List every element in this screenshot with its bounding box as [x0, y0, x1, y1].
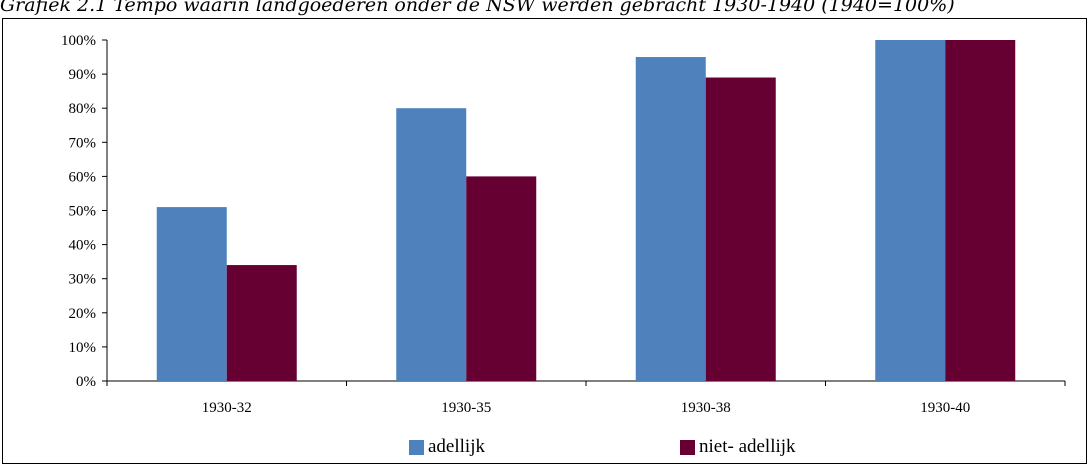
- x-tick-label: 1930-40: [920, 400, 970, 416]
- bar-adellijk-1930-35: [396, 108, 467, 381]
- bar-niet-adellijk-1930-40: [945, 40, 1016, 381]
- legend-swatch: [680, 440, 695, 455]
- legend-label: adellijk: [428, 436, 485, 457]
- legend: adellijk niet- adellijk: [409, 436, 796, 457]
- y-tick-label: 20%: [69, 306, 97, 322]
- bar-niet-adellijk-1930-35: [466, 176, 537, 381]
- chart-title: Grafiek 2.1 Tempo waarin landgoederen on…: [0, 0, 955, 16]
- bar-niet-adellijk-1930-38: [705, 77, 776, 381]
- bar-niet-adellijk-1930-32: [226, 265, 297, 381]
- bar-adellijk-1930-40: [875, 40, 946, 381]
- x-tick-label: 1930-32: [202, 400, 252, 416]
- y-tick-label: 100%: [61, 33, 96, 49]
- axes: 0% 10% 20% 30% 40% 50% 60% 70% 80% 90% 100% 1930-32…: [61, 33, 1066, 416]
- chart-frame: [2, 18, 1087, 464]
- bars: [156, 40, 1016, 382]
- bar-adellijk-1930-32: [156, 207, 227, 381]
- y-tick-label: 90%: [69, 67, 97, 83]
- y-tick-label: 0%: [76, 374, 96, 390]
- y-tick-label: 50%: [69, 204, 97, 220]
- y-tick-label: 60%: [69, 169, 97, 185]
- legend-swatch: [409, 440, 424, 455]
- y-tick-label: 80%: [69, 101, 97, 117]
- y-tick-label: 40%: [69, 238, 97, 254]
- x-tick-label: 1930-35: [441, 400, 491, 416]
- y-tick-label: 30%: [69, 272, 97, 288]
- y-tick-label: 70%: [69, 135, 97, 151]
- bar-adellijk-1930-38: [635, 57, 706, 382]
- x-tick-label: 1930-38: [681, 400, 731, 416]
- legend-label: niet- adellijk: [699, 436, 796, 457]
- y-tick-label: 10%: [69, 340, 97, 356]
